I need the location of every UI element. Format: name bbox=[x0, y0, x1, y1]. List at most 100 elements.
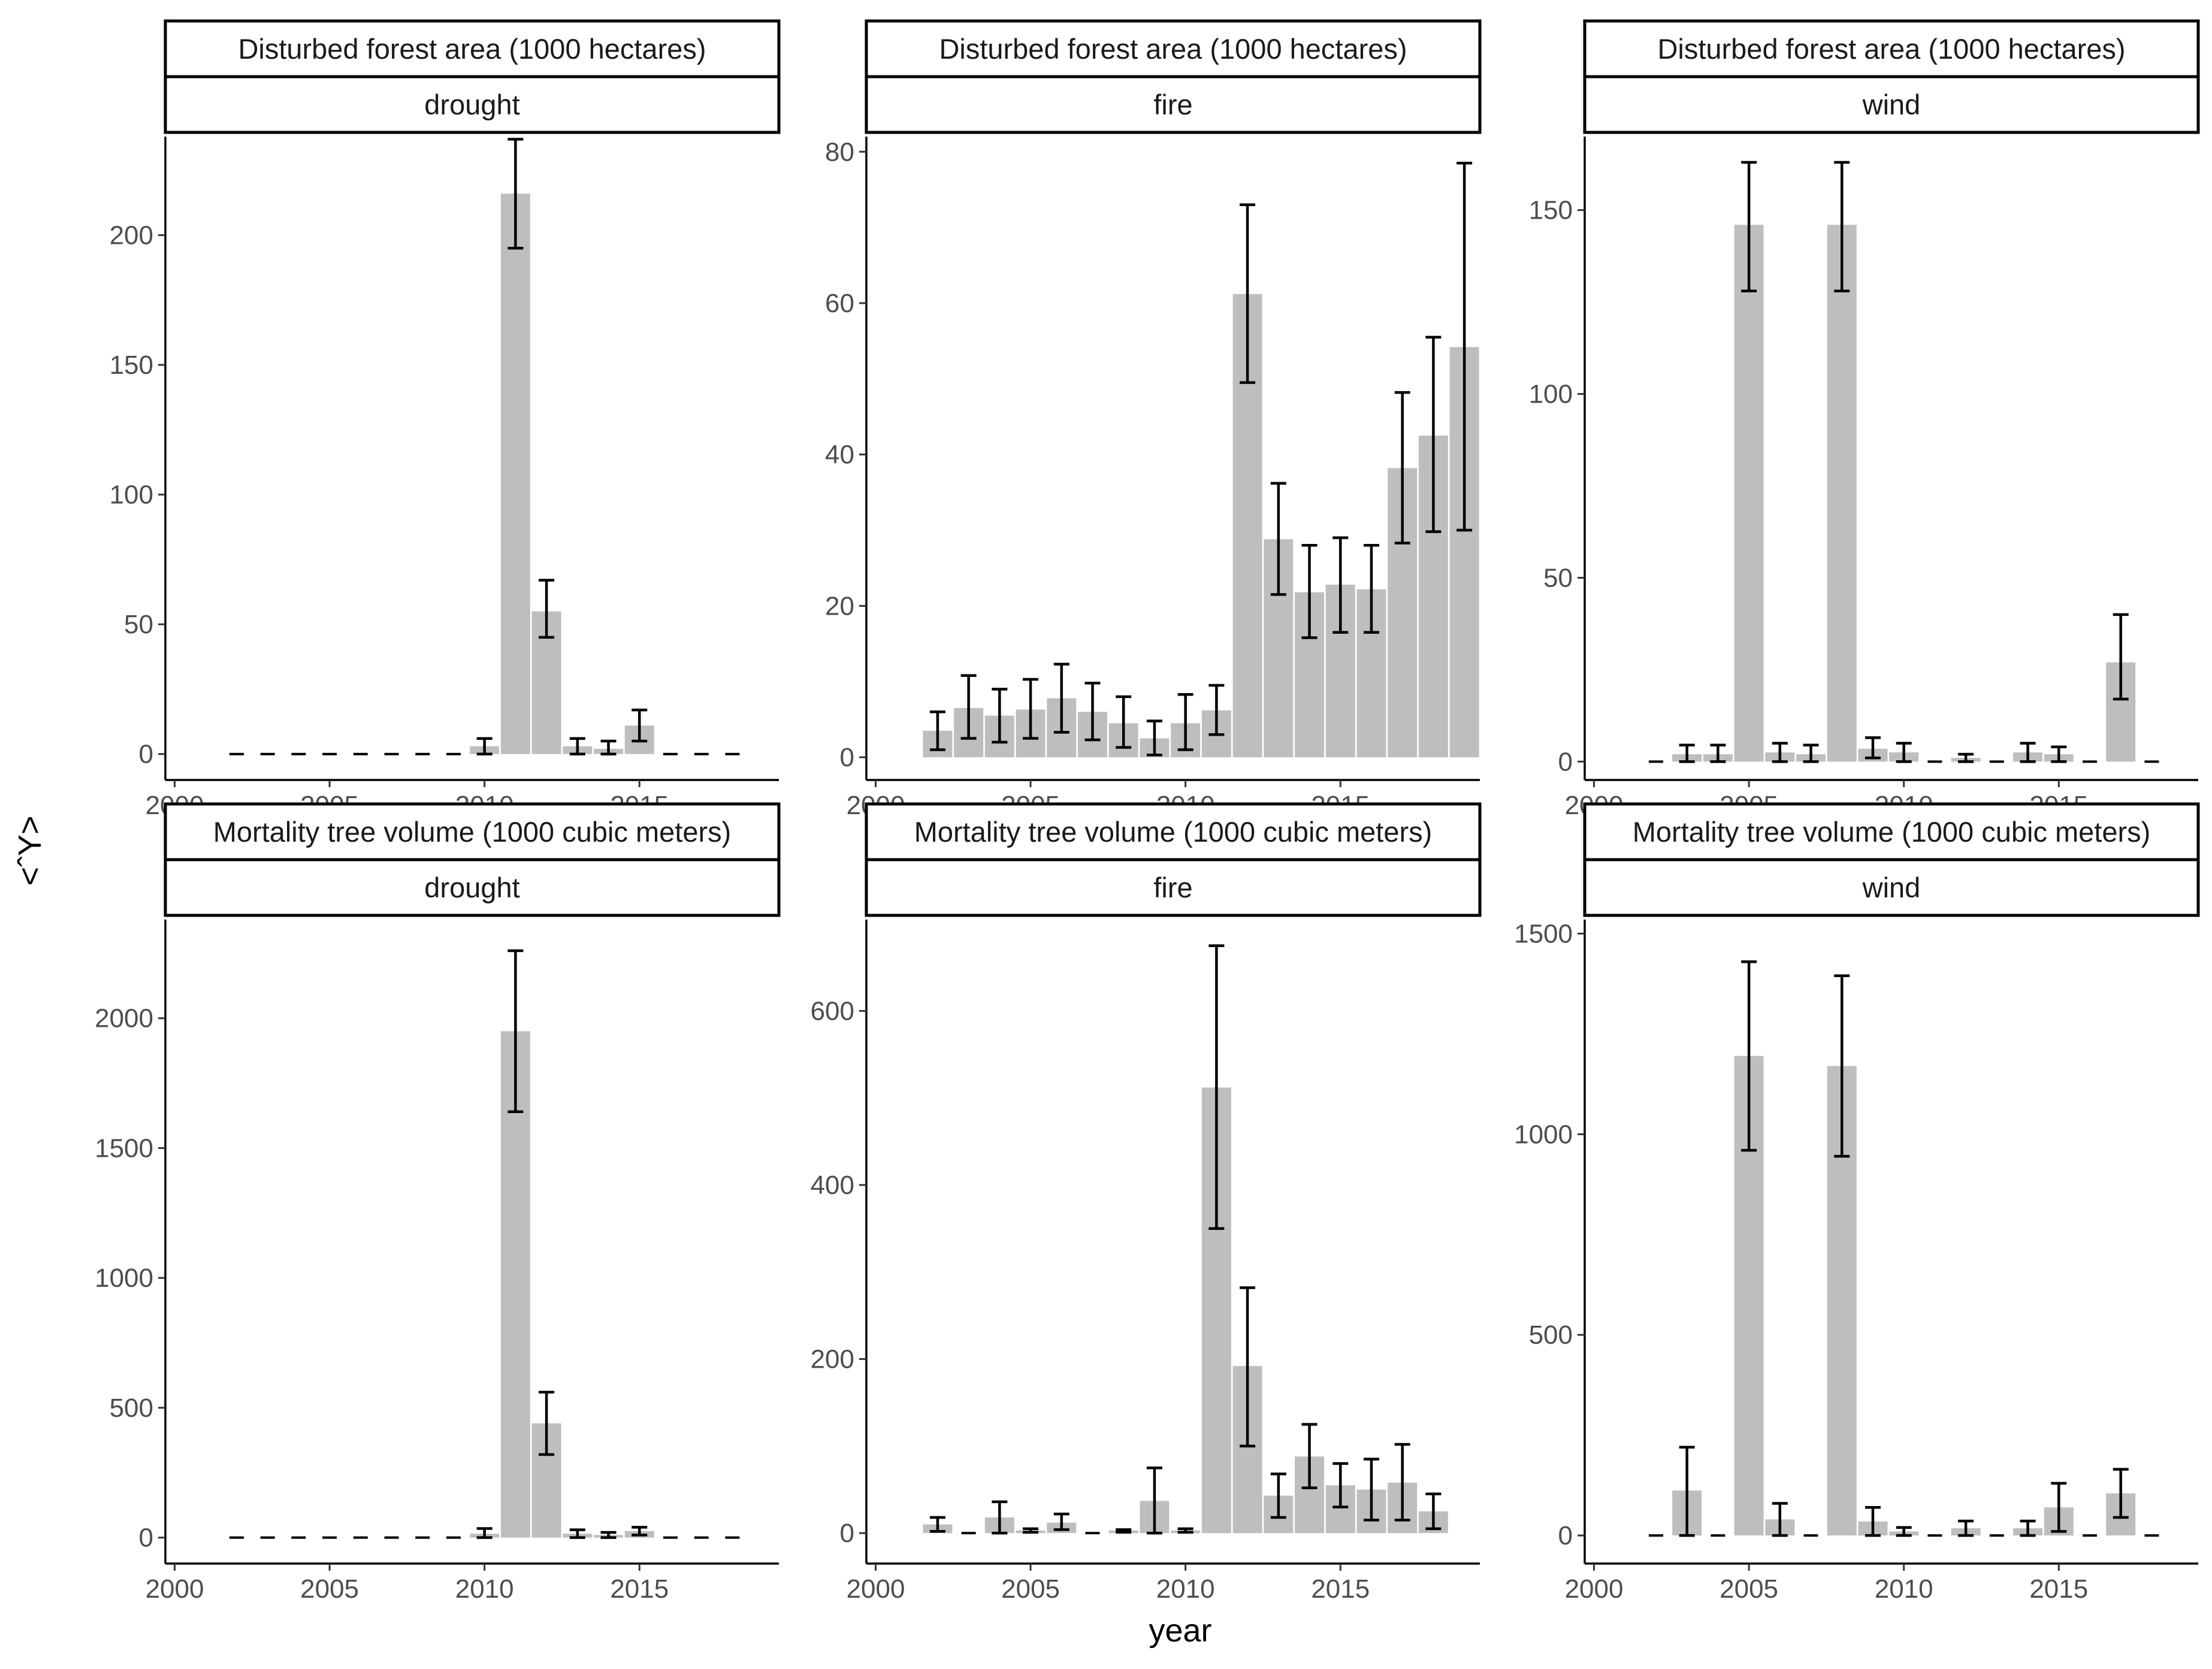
x-tick-label: 2005 bbox=[300, 1574, 359, 1604]
error-bar-2006 bbox=[1053, 1512, 1069, 1531]
error-bar-2012 bbox=[1240, 203, 1256, 384]
bar-2008 bbox=[1827, 225, 1857, 762]
panel-drought-area: Disturbed forest area (1000 hectares) dro… bbox=[110, 19, 781, 820]
bar-2011 bbox=[500, 1031, 530, 1538]
error-bar-2009 bbox=[1865, 736, 1881, 760]
error-bar-2005 bbox=[1741, 960, 1757, 1152]
x-tick-label: 2005 bbox=[1001, 1574, 1060, 1604]
x-tick-label: 2000 bbox=[847, 1574, 905, 1604]
error-bar-2010 bbox=[1896, 1526, 1912, 1537]
error-bar-2017 bbox=[1394, 391, 1410, 545]
error-bar-2012 bbox=[539, 579, 555, 639]
x-tick-label: 2015 bbox=[610, 1574, 669, 1604]
error-bar-2014 bbox=[1301, 1423, 1317, 1489]
error-bar-2015 bbox=[1332, 536, 1349, 634]
y-tick-label: 2000 bbox=[95, 1004, 153, 1033]
x-tick-label: 2005 bbox=[1720, 1574, 1778, 1604]
strip-box-top bbox=[164, 19, 781, 78]
error-bar-2006 bbox=[1772, 742, 1788, 763]
y-tick-label: 0 bbox=[139, 1523, 153, 1553]
error-bar-2006 bbox=[1772, 1502, 1788, 1537]
error-bar-2010 bbox=[476, 1527, 492, 1539]
x-tick-label: 2000 bbox=[146, 1574, 204, 1604]
error-bar-2013 bbox=[1270, 1473, 1286, 1519]
error-bar-2008 bbox=[1116, 1528, 1132, 1534]
strip-label-agent: drought bbox=[424, 89, 519, 120]
error-bar-2011 bbox=[507, 949, 524, 1114]
y-tick-label: 0 bbox=[1558, 747, 1573, 776]
error-bar-2013 bbox=[569, 1528, 585, 1539]
y-tick-label: 100 bbox=[110, 480, 153, 510]
error-bar-2011 bbox=[507, 138, 524, 250]
error-bar-2004 bbox=[992, 1500, 1008, 1535]
error-bar-2014 bbox=[600, 739, 617, 755]
error-bar-2017 bbox=[2113, 1468, 2129, 1519]
error-bar-2018 bbox=[1425, 335, 1442, 533]
error-bar-2012 bbox=[539, 1390, 555, 1456]
strip-box-bottom bbox=[865, 75, 1482, 134]
error-bar-2009 bbox=[1146, 1466, 1162, 1535]
error-bar-2003 bbox=[1679, 1446, 1695, 1537]
error-bar-2015 bbox=[631, 1526, 648, 1537]
y-tick-label: 600 bbox=[811, 997, 854, 1026]
strip-label-agent: wind bbox=[1862, 89, 1921, 120]
error-bar-2008 bbox=[1834, 974, 1850, 1158]
error-bar-2018 bbox=[1425, 1492, 1442, 1531]
error-bar-2013 bbox=[1270, 482, 1286, 596]
error-bar-2011 bbox=[1208, 944, 1225, 1230]
strip-label-measure: Mortality tree volume (1000 cubic meters… bbox=[1633, 816, 2151, 848]
strip-label-measure: Disturbed forest area (1000 hectares) bbox=[939, 33, 1407, 65]
error-bar-2015 bbox=[2051, 745, 2067, 763]
y-tick-label: 200 bbox=[110, 221, 153, 250]
y-tick-label: 400 bbox=[811, 1171, 854, 1200]
y-tick-label: 500 bbox=[110, 1393, 153, 1423]
y-tick-label: 100 bbox=[1529, 380, 1573, 409]
error-bar-2017 bbox=[2113, 613, 2129, 701]
error-bar-2004 bbox=[1710, 743, 1726, 763]
y-tick-label: 50 bbox=[124, 610, 153, 639]
strip-box-top bbox=[865, 802, 1482, 861]
error-bar-2014 bbox=[600, 1531, 617, 1539]
error-bar-2010 bbox=[1896, 742, 1912, 763]
y-tick-label: 0 bbox=[139, 740, 153, 769]
strip-label-measure: Disturbed forest area (1000 hectares) bbox=[1657, 33, 2125, 65]
error-bar-2003 bbox=[1679, 743, 1695, 763]
strip-label-agent: fire bbox=[1153, 89, 1192, 120]
error-bar-2009 bbox=[1865, 1505, 1881, 1537]
y-tick-label: 1000 bbox=[95, 1263, 153, 1293]
y-tick-label: 1500 bbox=[1514, 919, 1573, 948]
error-bar-2005 bbox=[1023, 1527, 1039, 1534]
error-bar-2008 bbox=[1834, 161, 1850, 293]
x-tick-label: 2010 bbox=[1875, 1574, 1933, 1604]
error-bar-2014 bbox=[2020, 1519, 2036, 1537]
x-tick-label: 2015 bbox=[2029, 1574, 2088, 1604]
error-bar-2013 bbox=[569, 737, 585, 755]
panels-layer: Disturbed forest area (1000 hectares) dro… bbox=[95, 19, 2200, 1604]
y-tick-label: 0 bbox=[840, 743, 854, 772]
error-bar-2005 bbox=[1023, 678, 1039, 740]
x-tick-label: 2000 bbox=[1565, 1574, 1624, 1604]
error-bar-2015 bbox=[631, 708, 648, 743]
error-bar-2012 bbox=[1240, 1286, 1256, 1448]
strip-label-agent: fire bbox=[1153, 872, 1192, 903]
y-tick-label: 150 bbox=[1529, 196, 1573, 225]
error-bar-2019 bbox=[1456, 161, 1473, 532]
panel-wind-volume: Mortality tree volume (1000 cubic meters… bbox=[1514, 802, 2200, 1604]
bar-2011 bbox=[500, 193, 530, 754]
strip-box-bottom bbox=[1583, 75, 2200, 134]
error-bar-2011 bbox=[1208, 684, 1225, 736]
error-bar-2009 bbox=[1146, 719, 1162, 757]
bar-2005 bbox=[1734, 225, 1764, 762]
error-bar-2015 bbox=[2051, 1481, 2067, 1533]
y-axis-title: <ˆY> bbox=[12, 815, 48, 885]
error-bar-2014 bbox=[1301, 544, 1317, 639]
error-bar-2010 bbox=[1177, 1527, 1193, 1534]
error-bar-2007 bbox=[1803, 743, 1819, 763]
error-bar-2015 bbox=[1332, 1462, 1349, 1508]
panel-fire-area: Disturbed forest area (1000 hectares) fir… bbox=[825, 19, 1482, 820]
x-axis-title: year bbox=[1149, 1613, 1211, 1649]
error-bar-2007 bbox=[1084, 682, 1101, 742]
error-bar-2016 bbox=[1363, 544, 1379, 634]
y-tick-label: 150 bbox=[110, 350, 153, 380]
